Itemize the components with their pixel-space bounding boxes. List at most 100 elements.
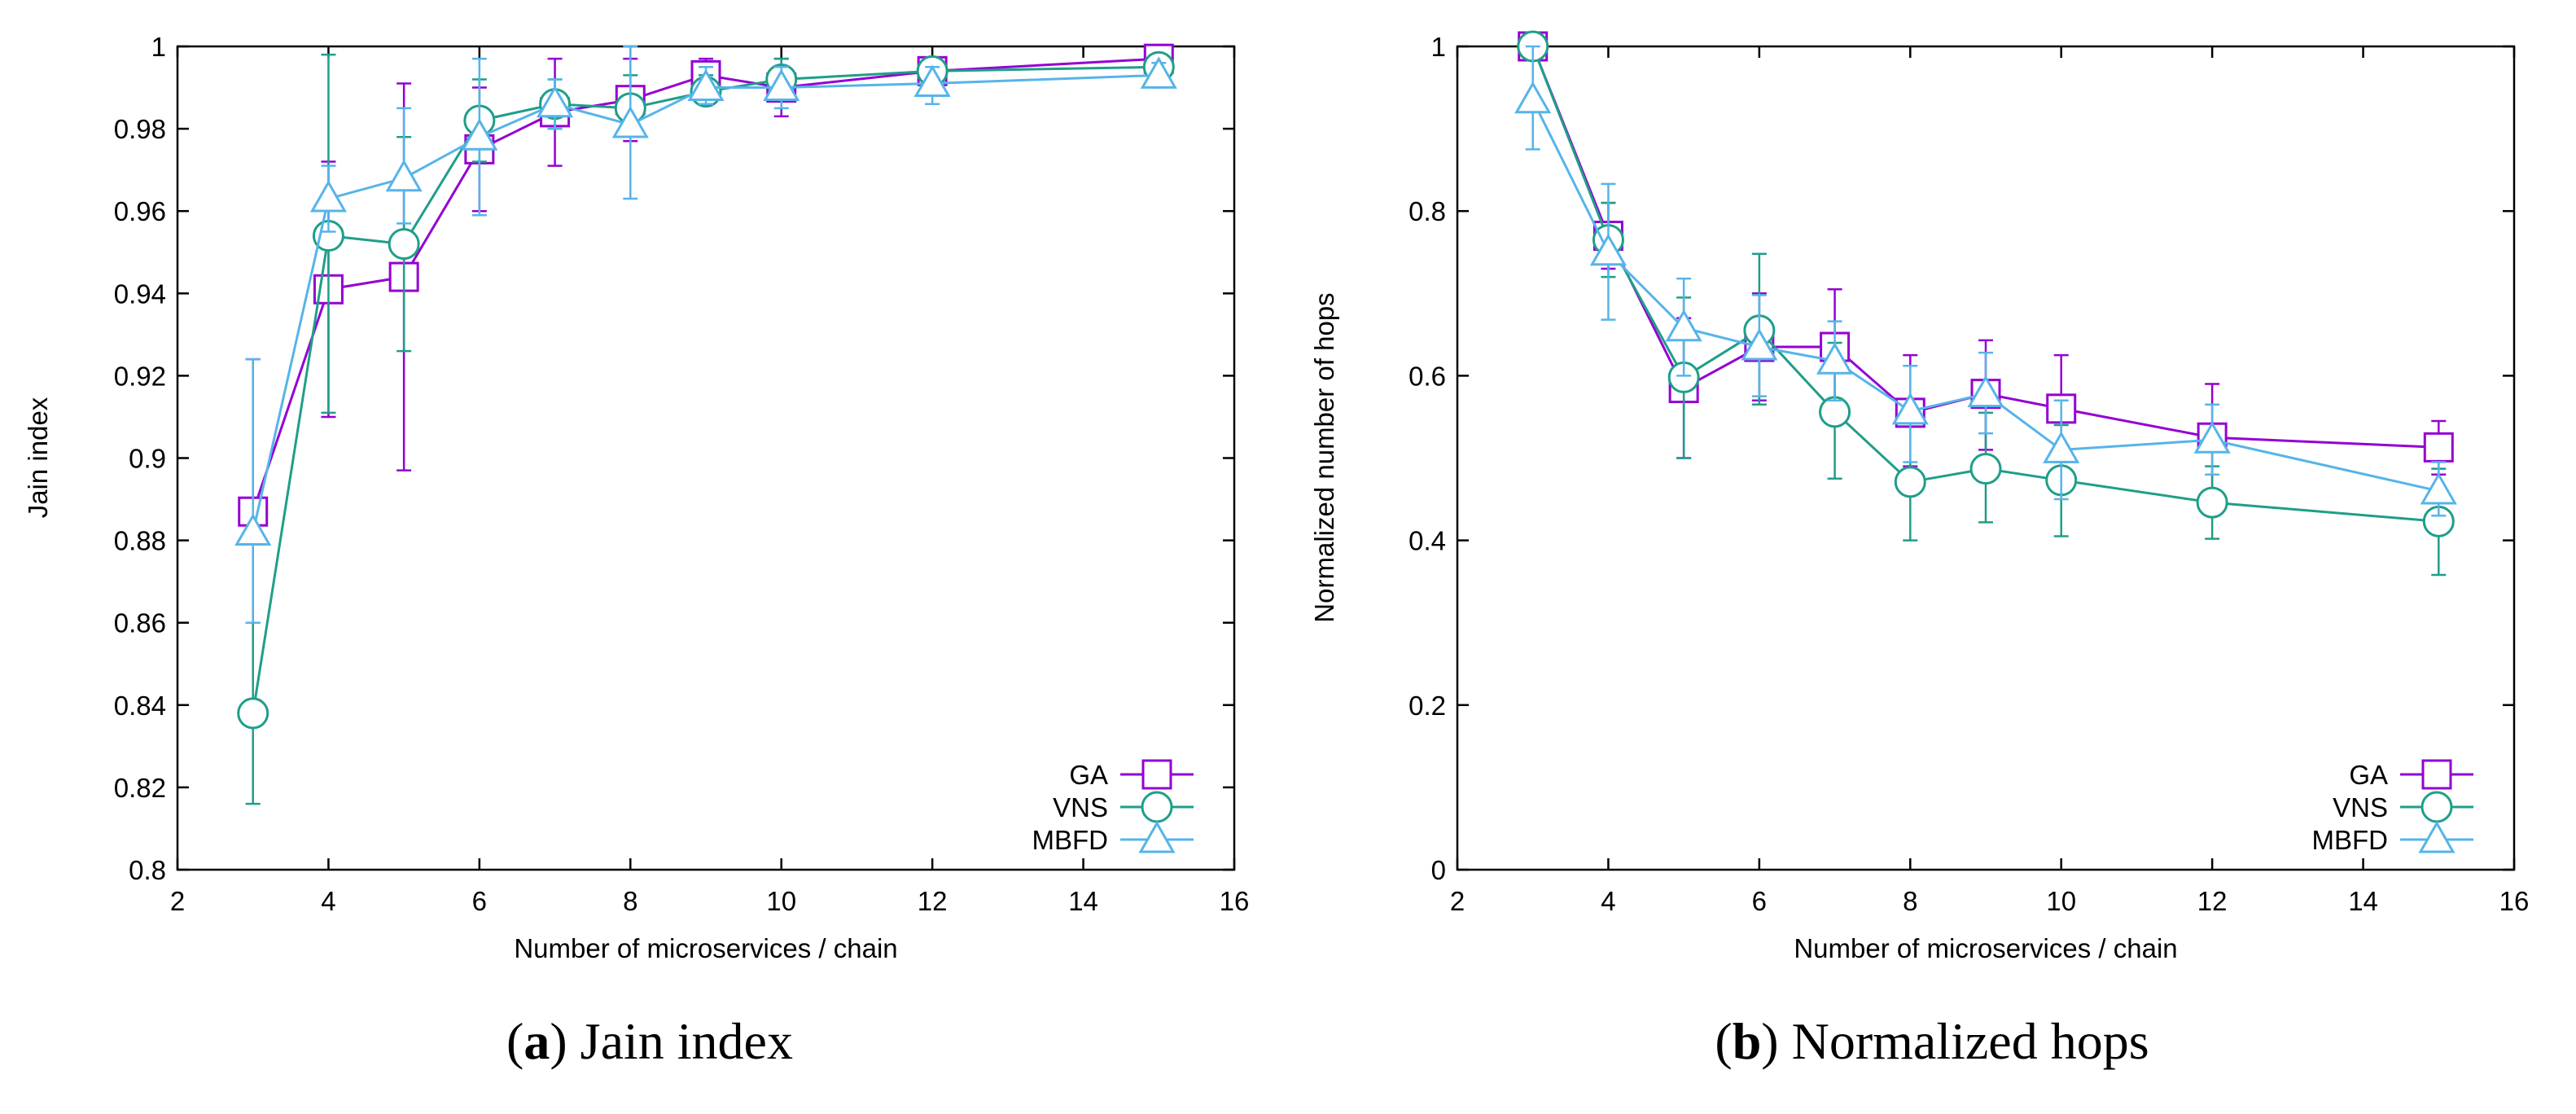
y-tick-label: 1 <box>1431 32 1446 62</box>
data-point <box>2193 421 2231 454</box>
data-point <box>913 64 951 97</box>
caption-text: Normalized hops <box>1792 1012 2149 1070</box>
x-tick-label: 10 <box>766 886 796 916</box>
x-tick-label: 8 <box>623 886 637 916</box>
plot-frame <box>176 45 1236 871</box>
x-tick-label: 12 <box>918 886 948 916</box>
x-tick-label: 4 <box>1601 886 1615 916</box>
y-tick-label: 0.2 <box>1408 691 1446 721</box>
data-point <box>2196 486 2228 519</box>
figure-caption: (b) Normalized hops <box>1715 1012 2149 1070</box>
data-point <box>461 118 498 151</box>
y-tick-label: 0.94 <box>114 278 166 309</box>
data-point <box>2420 471 2457 505</box>
x-tick-label: 16 <box>1220 886 1250 916</box>
x-tick-label: 16 <box>2499 886 2530 916</box>
x-tick-label: 14 <box>2348 886 2378 916</box>
x-tick-label: 2 <box>1450 886 1465 916</box>
legend-marker <box>2421 759 2452 790</box>
y-tick-label: 0.9 <box>129 444 166 474</box>
y-tick-label: 0.96 <box>114 196 166 226</box>
data-point <box>388 228 420 261</box>
data-point <box>1741 327 1778 361</box>
y-tick-label: 0.4 <box>1408 526 1446 556</box>
series-mbfd <box>234 45 1177 624</box>
caption-close-paren: ) <box>550 1012 567 1070</box>
data-point <box>1665 309 1702 342</box>
data-point <box>1816 342 1854 375</box>
legend-marker <box>1138 820 1176 853</box>
legend-entry-ga: GA <box>1069 759 1194 790</box>
x-tick-label: 12 <box>2197 886 2228 916</box>
y-tick-label: 0.84 <box>114 691 166 721</box>
data-point <box>536 85 574 118</box>
legend-label: GA <box>2349 760 2388 790</box>
x-tick-label: 6 <box>1752 886 1767 916</box>
legend-label: VNS <box>1053 792 1108 822</box>
y-tick-label: 0.92 <box>114 361 166 391</box>
caption-open-paren: ( <box>506 1012 524 1070</box>
data-point <box>234 513 272 546</box>
legend-entry-mbfd: MBFD <box>1032 820 1194 855</box>
caption-close-paren: ) <box>1761 1012 1778 1070</box>
y-tick-label: 0.98 <box>114 114 166 144</box>
data-point <box>1894 466 1926 498</box>
data-point <box>2043 431 2080 463</box>
caption-open-paren: ( <box>1715 1012 1732 1070</box>
data-point <box>1969 453 2002 485</box>
data-point <box>1514 81 1552 114</box>
legend-marker <box>1141 759 1172 790</box>
data-point <box>1819 396 1851 428</box>
x-axis-label: Number of microservices / chain <box>1794 933 2177 963</box>
data-point <box>1891 392 1929 425</box>
legend-entry-vns: VNS <box>1053 791 1194 823</box>
x-tick-label: 10 <box>2046 886 2076 916</box>
y-tick-label: 0.6 <box>1408 361 1446 391</box>
plot-frame <box>1456 45 2516 871</box>
caption-letter: b <box>1733 1012 1762 1070</box>
data-point <box>763 68 800 102</box>
y-tick-label: 0.86 <box>114 608 166 638</box>
series-line <box>1531 99 2439 493</box>
caption-letter: a <box>524 1012 550 1070</box>
series-ga <box>238 43 1174 624</box>
chart-normalized-hops: 2 4 6 8 10 12 14 16 0 0.2 0.4 0.6 0.8 1 Number of micr… <box>1309 30 2530 1070</box>
y-tick-label: 0.88 <box>114 526 166 556</box>
chart-jain-index: 2 4 6 8 10 12 14 16 0.8 0.82 0.84 0.86 0.88 0.9 0.92 0.… <box>23 32 1249 1070</box>
legend-entry-vns: VNS <box>2333 791 2473 823</box>
series-line <box>252 65 1159 714</box>
series-line <box>252 57 1159 512</box>
legend-entry-mbfd: MBFD <box>2312 820 2473 855</box>
y-axis-label: Normalized number of hops <box>1309 292 1339 622</box>
x-tick-label: 8 <box>1903 886 1917 916</box>
data-point <box>1967 375 2004 408</box>
caption-text: Jain index <box>580 1012 793 1070</box>
data-point <box>687 68 725 102</box>
y-axis-label: Jain index <box>23 397 53 518</box>
figure-caption: (a) Jain index <box>506 1012 793 1070</box>
legend-label: GA <box>1069 760 1108 790</box>
legend-entry-ga: GA <box>2349 759 2473 790</box>
y-tick-label: 0.82 <box>114 773 166 803</box>
x-tick-label: 6 <box>472 886 487 916</box>
x-tick-label: 4 <box>321 886 335 916</box>
y-tick-label: 1 <box>151 32 166 62</box>
data-point <box>237 697 269 730</box>
data-point <box>309 180 348 213</box>
series-vns <box>237 50 1175 805</box>
series-mbfd <box>1514 45 2457 517</box>
series-line <box>1531 46 2439 523</box>
data-point <box>2423 432 2454 463</box>
legend-marker <box>2418 820 2456 853</box>
data-point <box>1140 56 1177 89</box>
legend-marker <box>2420 791 2453 823</box>
data-point <box>611 106 649 138</box>
y-tick-label: 0.8 <box>1408 196 1446 226</box>
x-tick-label: 2 <box>170 886 185 916</box>
x-tick-label: 14 <box>1068 886 1098 916</box>
legend-label: MBFD <box>2312 825 2389 855</box>
x-axis-label: Number of microservices / chain <box>514 933 897 963</box>
series-line <box>252 73 1159 533</box>
data-point <box>385 159 423 192</box>
